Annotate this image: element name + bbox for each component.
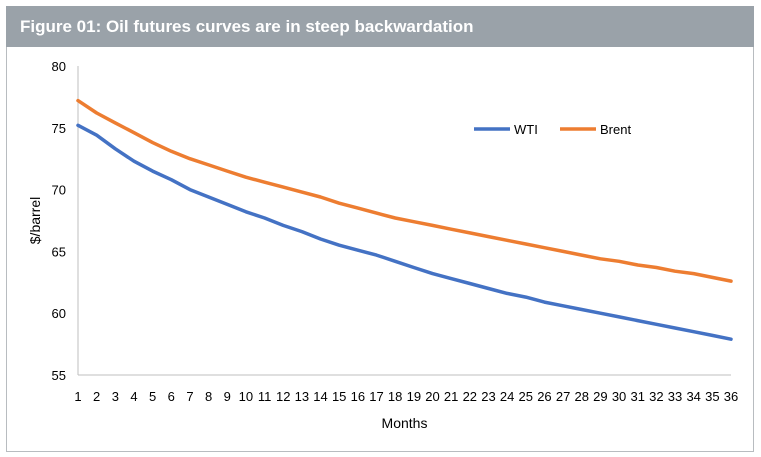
x-tick-label: 21 bbox=[444, 389, 458, 404]
series-line-brent bbox=[76, 98, 733, 283]
x-tick-label: 29 bbox=[593, 389, 607, 404]
y-tick-label: 60 bbox=[52, 306, 66, 321]
x-tick-label: 27 bbox=[556, 389, 570, 404]
series-line-wti bbox=[76, 123, 733, 341]
x-tick-label: 25 bbox=[519, 389, 533, 404]
x-tick-label: 33 bbox=[668, 389, 682, 404]
legend-label-brent: Brent bbox=[600, 122, 631, 137]
x-tick-label: 31 bbox=[630, 389, 644, 404]
x-tick-label: 5 bbox=[149, 389, 156, 404]
chart-frame bbox=[6, 6, 754, 452]
y-tick-label: 55 bbox=[52, 368, 66, 383]
y-tick-label: 75 bbox=[52, 121, 66, 136]
x-tick-label: 16 bbox=[351, 389, 365, 404]
x-tick-label: 15 bbox=[332, 389, 346, 404]
x-tick-label: 23 bbox=[481, 389, 495, 404]
x-tick-label: 35 bbox=[705, 389, 719, 404]
x-tick-label: 18 bbox=[388, 389, 402, 404]
x-tick-label: 24 bbox=[500, 389, 514, 404]
x-tick-label: 3 bbox=[112, 389, 119, 404]
x-tick-label: 10 bbox=[239, 389, 253, 404]
x-tick-label: 7 bbox=[186, 389, 193, 404]
x-axis-title: Months bbox=[382, 415, 428, 431]
y-tick-label: 65 bbox=[52, 244, 66, 259]
x-tick-label: 8 bbox=[205, 389, 212, 404]
x-tick-label: 17 bbox=[369, 389, 383, 404]
x-tick-label: 36 bbox=[724, 389, 738, 404]
x-tick-label: 13 bbox=[295, 389, 309, 404]
legend-label-wti: WTI bbox=[514, 122, 538, 137]
x-tick-label: 28 bbox=[575, 389, 589, 404]
x-tick-label: 11 bbox=[258, 389, 272, 404]
x-tick-label: 1 bbox=[74, 389, 81, 404]
figure-header: Figure 01: Oil futures curves are in ste… bbox=[6, 6, 754, 47]
x-tick-label: 19 bbox=[407, 389, 421, 404]
x-tick-label: 14 bbox=[313, 389, 327, 404]
x-tick-label: 32 bbox=[649, 389, 663, 404]
x-tick-label: 34 bbox=[686, 389, 700, 404]
y-tick-label: 80 bbox=[52, 59, 66, 74]
y-axis-title: $/barrel bbox=[27, 197, 43, 244]
x-tick-label: 20 bbox=[425, 389, 439, 404]
x-tick-label: 30 bbox=[612, 389, 626, 404]
x-tick-label: 12 bbox=[276, 389, 290, 404]
x-tick-label: 26 bbox=[537, 389, 551, 404]
x-tick-label: 6 bbox=[168, 389, 175, 404]
figure-title: Figure 01: Oil futures curves are in ste… bbox=[20, 17, 474, 36]
x-tick-label: 22 bbox=[463, 389, 477, 404]
x-tick-label: 2 bbox=[93, 389, 100, 404]
y-tick-label: 70 bbox=[52, 183, 66, 198]
x-tick-label: 4 bbox=[130, 389, 137, 404]
x-tick-label: 9 bbox=[224, 389, 231, 404]
